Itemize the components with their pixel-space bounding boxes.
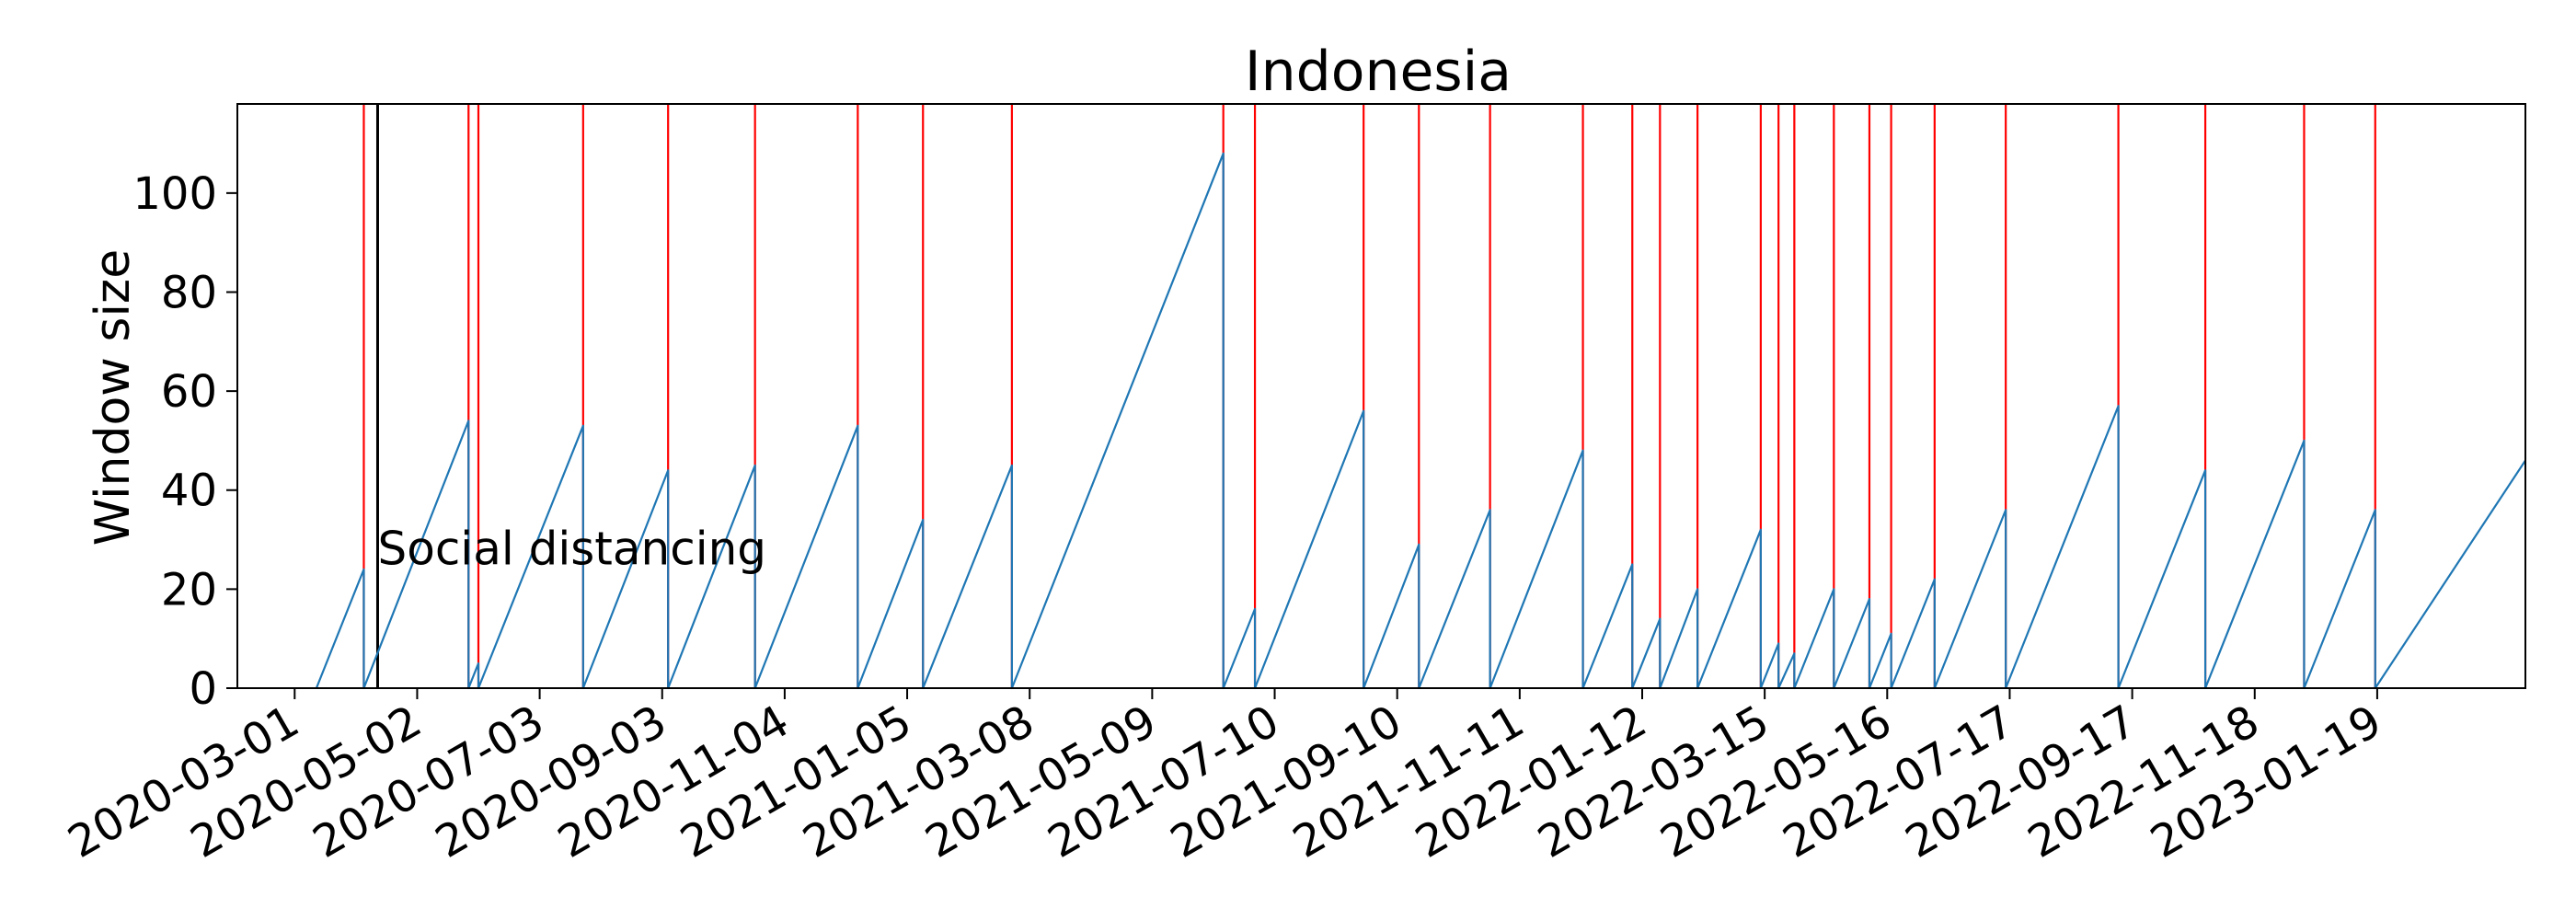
y-axis-ticks: 0 20 40 60 80 100: [132, 168, 237, 715]
y-tick-label: 20: [161, 564, 217, 615]
series-line: [315, 152, 2526, 690]
y-axis-label: Window size: [86, 249, 141, 546]
y-tick-label: 80: [161, 267, 217, 318]
chart-title: Indonesia: [1245, 40, 1512, 104]
plot-frame: [236, 103, 2526, 689]
series-layer: [315, 152, 2526, 690]
y-tick-label: 60: [161, 366, 217, 418]
y-tick-label: 0: [189, 663, 217, 715]
x-axis-ticks: 2020-03-012020-05-022020-07-032020-09-03…: [60, 688, 2390, 868]
y-tick-label: 100: [132, 168, 217, 220]
event-label: Social distancing: [377, 522, 766, 575]
event-labels: Social distancing: [377, 522, 766, 575]
y-tick-label: 40: [161, 466, 217, 517]
change-point-lines: [362, 104, 2376, 688]
